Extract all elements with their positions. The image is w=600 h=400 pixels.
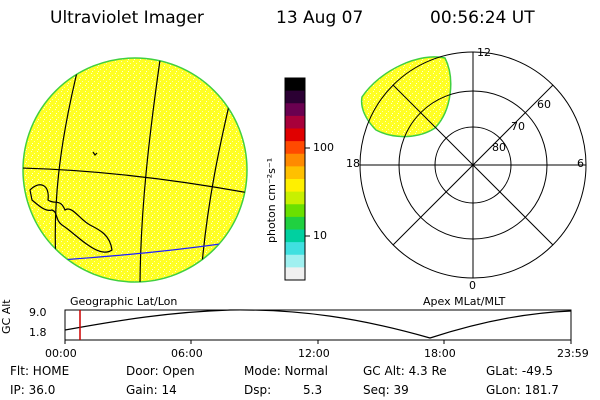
colorbar-segment xyxy=(285,90,305,104)
sequence-number: Seq: 39 xyxy=(363,383,409,397)
colorbar-segment xyxy=(285,229,305,243)
latitude-line xyxy=(23,167,247,196)
app-title: Ultraviolet Imager xyxy=(50,8,204,28)
mode-status: Mode: Normal xyxy=(244,364,328,378)
meridian-line xyxy=(139,59,161,282)
timeline-tick: 00:00 xyxy=(45,347,77,360)
polar-plot xyxy=(359,51,587,279)
timeline-tick: 12:00 xyxy=(298,347,330,360)
timeline-tick: 23:59 xyxy=(557,347,589,360)
apex-panel-label: Apex MLat/MLT xyxy=(423,295,506,308)
timeline-ymin: 1.8 xyxy=(29,326,47,339)
mlt-label-12: 12 xyxy=(477,46,491,59)
colorbar-segment xyxy=(285,166,305,180)
colorbar-segment xyxy=(285,115,305,129)
colorbar xyxy=(285,78,305,281)
colorbar-segment xyxy=(285,103,305,117)
timeline-ymax: 9.0 xyxy=(29,306,47,319)
ip-value: IP: 36.0 xyxy=(10,383,56,397)
coastline xyxy=(23,207,27,214)
auroral-oval-image xyxy=(360,56,452,138)
colorbar-segment xyxy=(285,204,305,218)
colorbar-segment xyxy=(285,254,305,268)
geo-longitude: GLon: 181.7 xyxy=(486,383,559,397)
coastline xyxy=(29,184,113,253)
door-status: Door: Open xyxy=(126,364,195,378)
colorbar-segment xyxy=(285,179,305,193)
altitude-timeline xyxy=(64,309,572,344)
gain-value: Gain: 14 xyxy=(126,383,177,397)
colorbar-tick-10: 10 xyxy=(313,229,327,242)
gc-altitude: GC Alt: 4.3 Re xyxy=(363,364,447,378)
colorbar-segment xyxy=(285,153,305,167)
colorbar-segment xyxy=(285,128,305,142)
altitude-curve xyxy=(64,309,572,339)
colorbar-segment xyxy=(285,78,305,92)
geographic-panel-label: Geographic Lat/Lon xyxy=(70,295,178,308)
timeline-ylabel: GC Alt xyxy=(0,299,13,334)
colorbar-segment xyxy=(285,242,305,256)
flight-status: Flt: HOME xyxy=(10,364,70,378)
mlt-label-18: 18 xyxy=(346,157,360,170)
colorbar-segment xyxy=(285,216,305,230)
lat-label-70: 70 xyxy=(511,120,525,133)
coastline xyxy=(92,151,98,156)
mlt-label-0: 0 xyxy=(469,279,476,292)
colorbar-segment xyxy=(285,191,305,205)
mlt-diagonal xyxy=(392,84,554,246)
colorbar-tick-100: 100 xyxy=(313,141,334,154)
colorbar-segment xyxy=(285,267,305,281)
timeline-tick: 06:00 xyxy=(171,347,203,360)
colorbar-segment xyxy=(285,141,305,155)
lat-label-80: 80 xyxy=(492,141,506,154)
timeline-tick: 18:00 xyxy=(424,347,456,360)
date-label: 13 Aug 07 xyxy=(276,8,364,28)
geographic-image xyxy=(22,57,248,283)
lat-label-60: 60 xyxy=(537,98,551,111)
dsp-label: Dsp: xyxy=(244,383,272,397)
time-label: 00:56:24 UT xyxy=(430,8,535,28)
colorbar-unit-label: photon cm⁻²s⁻¹ xyxy=(265,157,278,243)
geo-latitude: GLat: -49.5 xyxy=(486,364,553,378)
dsp-value: 5.3 xyxy=(303,383,323,397)
mlt-label-6: 6 xyxy=(577,157,584,170)
